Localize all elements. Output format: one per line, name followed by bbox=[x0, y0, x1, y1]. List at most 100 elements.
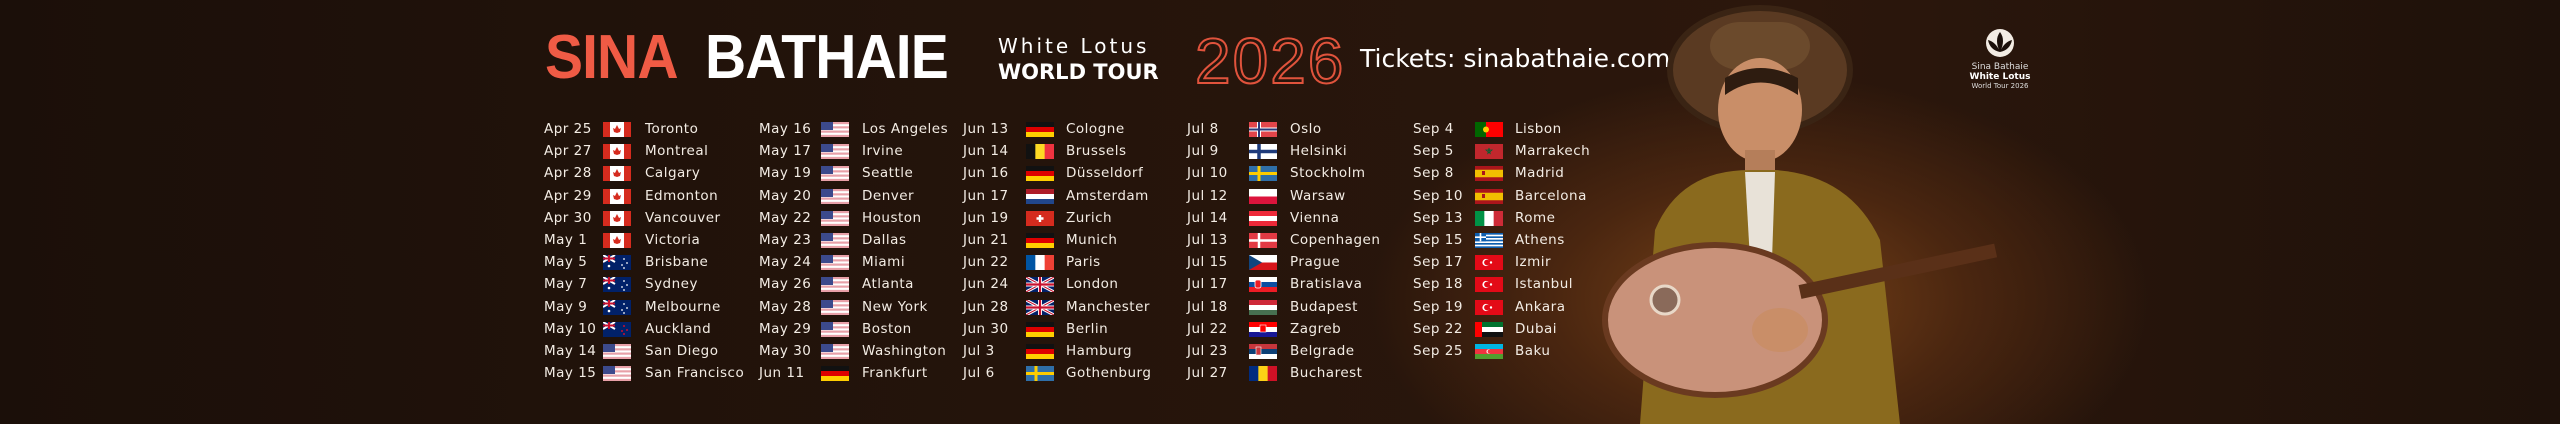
flag-ca-icon bbox=[603, 188, 631, 204]
flag-tr-icon bbox=[1475, 255, 1503, 271]
flag-se-icon bbox=[1249, 166, 1277, 182]
flag-ae-icon bbox=[1475, 321, 1503, 338]
oud-neck bbox=[1798, 243, 1998, 299]
flag-gb-icon bbox=[1025, 298, 1055, 316]
tour-city: Warsaw bbox=[1290, 187, 1346, 204]
tour-date: May 7 bbox=[544, 276, 588, 293]
tour-city: Irvine bbox=[862, 143, 904, 160]
tour-date: Sep 19 bbox=[1413, 298, 1463, 315]
flag-cz-icon bbox=[1249, 255, 1277, 271]
tour-date: Jun 22 bbox=[963, 254, 1009, 271]
flag-az-icon bbox=[1475, 344, 1503, 360]
tour-city: Dubai bbox=[1515, 320, 1558, 337]
tour-year: 2026 bbox=[1194, 24, 1346, 98]
flag-pl-icon bbox=[1249, 188, 1277, 204]
tour-city: Bratislava bbox=[1290, 276, 1363, 293]
flag-us-icon bbox=[821, 144, 849, 160]
logo-line-1: Sina Bathaie bbox=[1971, 62, 2029, 72]
tour-date: Jun 11 bbox=[759, 365, 805, 382]
tour-subtitle: White Lotus bbox=[998, 34, 1150, 58]
tour-date: Jun 19 bbox=[963, 209, 1009, 226]
tour-city: Zurich bbox=[1066, 209, 1113, 226]
tour-date: Jul 3 bbox=[963, 343, 995, 359]
logo-line-3: World Tour 2026 bbox=[1971, 82, 2029, 90]
tour-city: Madrid bbox=[1515, 165, 1565, 182]
artist-first-name: SINA bbox=[545, 23, 679, 92]
tour-date: Apr 25 bbox=[544, 121, 592, 137]
tour-city: Los Angeles bbox=[862, 121, 949, 137]
flag-gr-icon bbox=[1475, 233, 1503, 249]
flag-us-icon bbox=[821, 299, 849, 315]
tour-city: Athens bbox=[1515, 232, 1565, 248]
flag-es-icon bbox=[1475, 166, 1503, 182]
flag-at-icon bbox=[1249, 210, 1277, 227]
tour-date: Sep 4 bbox=[1413, 121, 1454, 137]
lotus-icon bbox=[1986, 29, 2014, 57]
tour-date: Jul 17 bbox=[1187, 276, 1228, 293]
tour-city: Marrakech bbox=[1515, 143, 1591, 160]
flag-tr-icon bbox=[1475, 299, 1503, 315]
tour-logo: Sina Bathaie White Lotus World Tour 2026 bbox=[1950, 28, 2050, 90]
tour-city: Stockholm bbox=[1290, 165, 1366, 182]
oud-rosette bbox=[1649, 284, 1681, 316]
tour-city: Istanbul bbox=[1515, 276, 1574, 293]
tour-city: Manchester bbox=[1066, 298, 1150, 315]
tour-city: Copenhagen bbox=[1290, 232, 1381, 248]
tour-city: Denver bbox=[862, 187, 915, 204]
tour-date: May 23 bbox=[759, 232, 812, 248]
tour-date: May 20 bbox=[759, 187, 812, 204]
tickets-link[interactable]: Tickets: sinabathaie.com bbox=[1360, 44, 1671, 73]
flag-us-icon bbox=[821, 210, 849, 227]
tour-date: May 14 bbox=[544, 343, 597, 359]
tour-date: Jul 18 bbox=[1187, 298, 1228, 315]
tour-date: May 15 bbox=[544, 365, 597, 382]
flag-nz-icon bbox=[602, 320, 631, 337]
tour-city: Zagreb bbox=[1290, 320, 1342, 337]
tour-city: Paris bbox=[1066, 254, 1101, 271]
flag-us-icon bbox=[821, 122, 849, 138]
hat-crown bbox=[1710, 22, 1810, 70]
undershirt bbox=[1745, 172, 1775, 260]
logo-line-2: White Lotus bbox=[1969, 72, 2031, 82]
flag-de-icon bbox=[1026, 122, 1054, 138]
tour-city: Ankara bbox=[1515, 298, 1566, 315]
tour-date: May 28 bbox=[759, 298, 812, 315]
tour-city: Vancouver bbox=[645, 209, 721, 226]
flag-hr-icon bbox=[1249, 321, 1277, 338]
flag-de-icon bbox=[1026, 344, 1054, 360]
tour-city: Houston bbox=[862, 209, 922, 226]
tour-city: Izmir bbox=[1515, 254, 1552, 271]
tour-city: Hamburg bbox=[1066, 343, 1133, 359]
flag-be-icon bbox=[1026, 144, 1055, 160]
tour-date: Jun 28 bbox=[963, 298, 1009, 315]
tour-date: May 24 bbox=[759, 254, 812, 271]
flag-us-icon bbox=[821, 321, 849, 338]
tour-date: Jul 9 bbox=[1187, 143, 1219, 160]
tour-city: New York bbox=[862, 298, 928, 315]
hand bbox=[1752, 308, 1808, 352]
tour-city: Washington bbox=[862, 343, 947, 359]
tour-date: Jun 21 bbox=[963, 232, 1009, 248]
flag-ca-icon bbox=[603, 166, 631, 182]
tour-city: Boston bbox=[862, 320, 912, 337]
tour-city: Brussels bbox=[1066, 143, 1127, 160]
tour-city: Gothenburg bbox=[1066, 365, 1152, 382]
tour-date: Jul 8 bbox=[1187, 121, 1219, 137]
tour-city: San Diego bbox=[645, 343, 719, 359]
tour-city: Barcelona bbox=[1515, 187, 1587, 204]
flag-sk-icon bbox=[1249, 277, 1277, 293]
tour-date: May 30 bbox=[759, 343, 812, 359]
tour-date: May 1 bbox=[544, 232, 588, 248]
flag-de-icon bbox=[1026, 321, 1054, 338]
flag-it-icon bbox=[1475, 210, 1504, 226]
tour-city: Oslo bbox=[1290, 121, 1322, 137]
tour-date: Jul 13 bbox=[1187, 232, 1228, 248]
tour-city: Munich bbox=[1066, 232, 1118, 248]
flag-ch-icon bbox=[1026, 210, 1054, 226]
flag-no-icon bbox=[1249, 122, 1277, 137]
tour-date: Jul 22 bbox=[1187, 320, 1228, 337]
flag-ca-icon bbox=[603, 122, 631, 137]
flag-au-icon bbox=[602, 298, 631, 315]
flag-rs-icon bbox=[1249, 344, 1277, 360]
flag-ca-icon bbox=[603, 210, 631, 226]
